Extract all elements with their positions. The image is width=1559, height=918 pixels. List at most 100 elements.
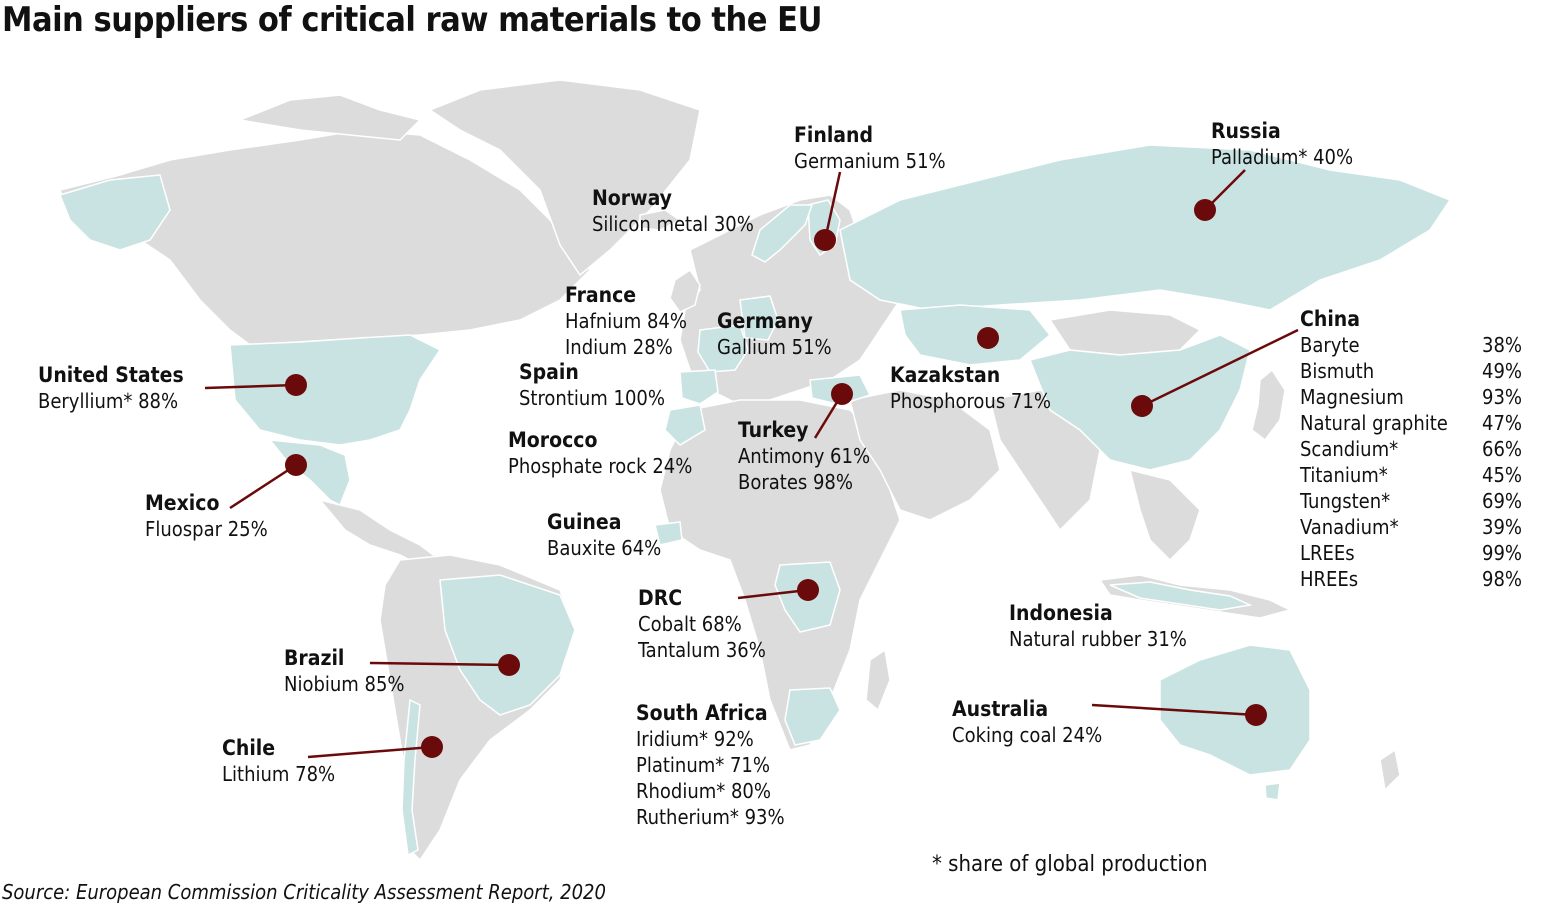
united-states-callout-line (204, 383, 297, 390)
china-material-row: Vanadium* 39% (1300, 514, 1522, 540)
material-name: Baryte (1300, 333, 1360, 357)
material-share: Rhodium* 80% (636, 779, 771, 803)
finland-callout-line (823, 171, 842, 241)
norway-shape (751, 204, 814, 263)
material-name: Titanium* (1300, 463, 1388, 487)
material-share-value: 93% (1482, 385, 1522, 409)
country-name: Indonesia (1009, 601, 1113, 625)
finland-marker (814, 229, 836, 251)
material-share: Bauxite 64% (547, 536, 662, 560)
material-name: LREEs (1300, 541, 1355, 565)
morocco-label: Morocco Phosphate rock 24% (508, 427, 692, 479)
mexico-marker (285, 454, 307, 476)
material-share: Silicon metal 30% (592, 212, 754, 236)
material-share: Beryllium* 88% (38, 389, 179, 413)
country-name: Turkey (738, 418, 809, 442)
material-share: Tantalum 36% (638, 638, 766, 662)
material-name: Bismuth (1300, 359, 1375, 383)
middle-east-landmass (849, 389, 1001, 521)
material-share: Gallium 51% (717, 335, 832, 359)
arctic-islands (237, 94, 422, 141)
mexico-label: Mexico Fluospar 25% (145, 490, 268, 542)
brazil-label: Brazil Niobium 85% (284, 645, 405, 697)
material-share: Strontium 100% (519, 386, 665, 410)
madagascar (865, 648, 891, 712)
spain-label: Spain Strontium 100% (519, 359, 665, 411)
russia-label: Russia Palladium* 40% (1211, 118, 1353, 170)
china-material-row: LREEs 99% (1300, 540, 1522, 566)
country-name: China (1300, 307, 1360, 331)
germany-label: Germany Gallium 51% (717, 308, 832, 360)
russia-marker (1194, 199, 1216, 221)
material-share-value: 69% (1482, 489, 1522, 513)
iceland (639, 209, 682, 231)
chile-label: Chile Lithium 78% (222, 735, 335, 787)
country-name: South Africa (636, 701, 768, 725)
drc-marker (797, 579, 819, 601)
china-material-row: HREEs 98% (1300, 566, 1522, 592)
indonesia-shape (1109, 581, 1253, 611)
mongolia-landmass (1048, 309, 1202, 356)
location-markers (285, 199, 1267, 758)
material-share-value: 49% (1482, 359, 1522, 383)
country-name: France (565, 283, 637, 307)
united-states-marker (285, 374, 307, 396)
material-share: Phosphate rock 24% (508, 454, 693, 478)
kazakstan-marker (977, 327, 999, 349)
mexico-callout-line (229, 463, 297, 510)
drc-callout-line (737, 588, 809, 600)
brazil-callout-line (369, 661, 510, 667)
canada-landmass (58, 129, 591, 346)
country-name: Spain (519, 360, 579, 384)
brazil-marker (498, 654, 520, 676)
china-material-row: Bismuth 49% (1300, 358, 1522, 384)
australia-callout-line (1091, 703, 1257, 717)
material-share: Niobium 85% (284, 672, 405, 696)
material-share: Borates 98% (738, 470, 853, 494)
country-name: Chile (222, 736, 276, 760)
material-share-value: 38% (1482, 333, 1522, 357)
southeast-asia-landmass (1128, 468, 1201, 562)
turkey-label: Turkey Antimony 61% Borates 98% (738, 417, 870, 495)
guinea-label: Guinea Bauxite 64% (547, 509, 661, 561)
chile-callout-line (307, 745, 433, 759)
chile-shape (401, 698, 421, 857)
country-name: Finland (794, 123, 874, 147)
finland-label: Finland Germanium 51% (794, 122, 946, 174)
material-share: Iridium* 92% (636, 727, 754, 751)
kazakhstan-shape (899, 304, 1052, 366)
china-material-row: Natural graphite 47% (1300, 410, 1522, 436)
chile-marker (421, 736, 443, 758)
country-name: Morocco (508, 428, 598, 452)
material-share: Phosphorous 71% (890, 389, 1051, 413)
china-callout-line (1141, 328, 1299, 408)
alaska-shape (58, 174, 171, 251)
country-name: Norway (592, 186, 672, 210)
material-share: Germanium 51% (794, 149, 946, 173)
country-name: DRC (638, 586, 683, 610)
material-share: Fluospar 25% (145, 517, 268, 541)
japan-islands (1251, 368, 1286, 442)
china-material-row: Scandium* 66% (1300, 436, 1522, 462)
australia-label: Australia Coking coal 24% (952, 696, 1102, 748)
china-material-row: Tungsten* 69% (1300, 488, 1522, 514)
material-share: Palladium* 40% (1211, 145, 1354, 169)
material-share-value: 99% (1482, 541, 1522, 565)
material-share: Rutherium* 93% (636, 805, 785, 829)
greenland-landmass (428, 79, 701, 277)
kazakstan-label: Kazakstan Phosphorous 71% (890, 362, 1051, 414)
united-states-label: United States Beryllium* 88% (38, 362, 184, 414)
material-share-value: 45% (1482, 463, 1522, 487)
norway-label: Norway Silicon metal 30% (592, 185, 754, 237)
country-name: Russia (1211, 119, 1281, 143)
morocco-shape (664, 404, 706, 446)
china-marker (1131, 395, 1153, 417)
country-name: United States (38, 363, 184, 387)
material-name: Scandium* (1300, 437, 1399, 461)
source-citation: Source: European Commission Criticality … (2, 880, 606, 904)
mexico-shape (268, 439, 351, 507)
turkey-marker (831, 383, 853, 405)
material-share: Coking coal 24% (952, 723, 1103, 747)
spain-shape (679, 369, 719, 405)
